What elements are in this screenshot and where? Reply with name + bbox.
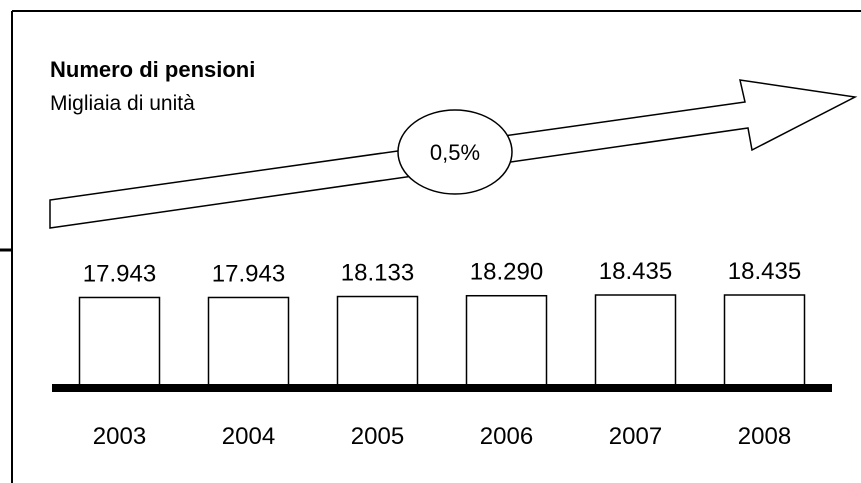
x-tick-label: 2008 [738, 423, 791, 450]
bar [336, 295, 419, 389]
bar [465, 294, 548, 389]
x-tick-label: 2005 [351, 423, 404, 450]
value-label: 17.943 [212, 260, 285, 287]
bar [207, 296, 290, 389]
value-label: 18.435 [599, 258, 672, 285]
annotation-bubble [397, 109, 513, 195]
value-label: 18.133 [341, 260, 414, 287]
x-tick-label: 2007 [609, 423, 662, 450]
annotation: 0,5% [430, 140, 480, 165]
bar [594, 294, 677, 389]
chart-subtitle: Migliaia di unità [50, 92, 195, 115]
value-label: 18.290 [470, 259, 543, 286]
x-tick-label: 2003 [93, 423, 146, 450]
bar [78, 296, 161, 389]
value-label: 18.435 [728, 258, 801, 285]
value-label: 17.943 [83, 260, 156, 287]
bar [723, 294, 806, 389]
x-tick-label: 2004 [222, 423, 275, 450]
x-tick-label: 2006 [480, 423, 533, 450]
chart-title: Numero di pensioni [50, 57, 255, 82]
